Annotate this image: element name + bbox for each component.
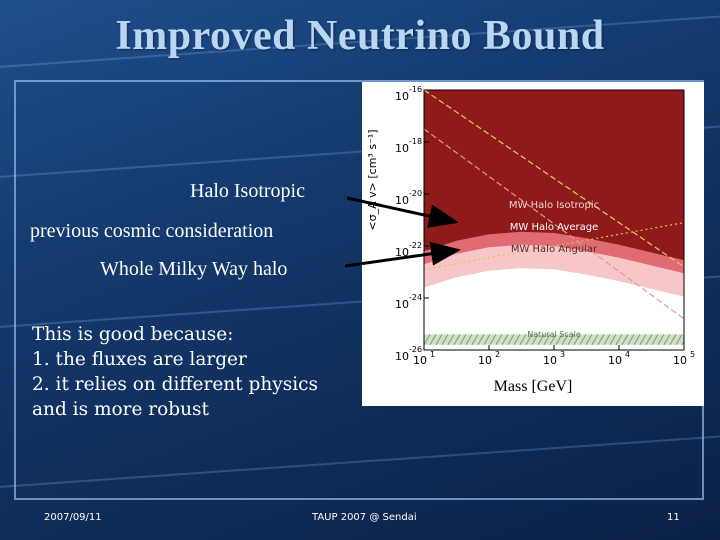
hatch-line <box>489 334 497 346</box>
hatch-line <box>471 334 479 346</box>
hatch-line <box>513 334 521 346</box>
hatch-line <box>645 334 653 346</box>
hatch-line <box>555 334 563 346</box>
y-tick-exponent: -20 <box>409 189 422 198</box>
footer-date: 2007/09/11 <box>44 512 102 523</box>
label-previous-cosmic: previous cosmic consideration <box>30 220 274 242</box>
y-axis-label: <σ_A v> [cm³ s⁻¹] <box>366 129 379 230</box>
hatch-line <box>441 334 449 346</box>
hatch-line <box>537 334 545 346</box>
dotted-line <box>424 222 684 270</box>
hatch-line <box>573 334 581 346</box>
hatch-line <box>615 334 623 346</box>
hatch-line <box>681 340 684 346</box>
y-tick-label: 10 <box>395 90 409 103</box>
dashed-line <box>424 90 684 268</box>
hatch-line <box>579 334 587 346</box>
hatch-line <box>483 334 491 346</box>
hatch-line <box>609 334 617 346</box>
hatch-line <box>561 334 569 346</box>
hatch-line <box>465 334 473 346</box>
x-tick-exponent: 5 <box>690 350 695 359</box>
hatch-line <box>549 334 557 346</box>
y-tick-label: 10 <box>395 298 409 311</box>
hatch-line <box>597 334 605 346</box>
y-tick-exponent: -16 <box>409 85 422 94</box>
y-tick-exponent: -26 <box>409 345 422 354</box>
region-label: MW Halo Average <box>510 222 598 233</box>
hatch-line <box>459 334 467 346</box>
y-tick-label: 10 <box>395 142 409 155</box>
y-tick-label: 10 <box>395 194 409 207</box>
hatch-line <box>543 334 551 346</box>
hatch-line <box>627 334 635 346</box>
x-tick-exponent: 4 <box>625 350 630 359</box>
x-tick-exponent: 2 <box>495 350 500 359</box>
hatch-line <box>657 334 665 346</box>
label-halo-isotropic: Halo Isotropic <box>190 180 305 202</box>
x-tick-exponent: 3 <box>560 350 565 359</box>
hatch-line <box>519 334 527 346</box>
x-tick-label: 10 <box>478 354 492 367</box>
body-line: 2. it relies on different physics <box>32 374 318 395</box>
hatch-line <box>424 334 431 346</box>
hatch-line <box>567 334 575 346</box>
hatch-line <box>603 334 611 346</box>
body-line: and is more robust <box>32 399 209 420</box>
hatch-line <box>669 334 677 346</box>
plot-panel: 10 1 10 2 10 3 10 4 10 5 10 -16 10 -18 10 -20 10 -22 10 -24… <box>362 82 704 406</box>
hatch-line <box>525 334 533 346</box>
natural-scale-band <box>424 334 684 345</box>
region-label: MW Halo Angular <box>511 244 598 255</box>
x-tick-label: 10 <box>543 354 557 367</box>
y-tick-exponent: -22 <box>409 241 422 250</box>
hatch-line <box>477 334 485 346</box>
label-whole-milky-way: Whole Milky Way halo <box>100 258 288 280</box>
hatch-line <box>621 334 629 346</box>
hatch-line <box>495 334 503 346</box>
hatch-line <box>429 334 437 346</box>
x-tick-label: 10 <box>673 354 687 367</box>
hatch-line <box>651 334 659 346</box>
x-tick-exponent: 1 <box>430 350 435 359</box>
y-tick-label: 10 <box>395 350 409 363</box>
annihilation-bound-chart: 10 1 10 2 10 3 10 4 10 510-1610-1810-2010-2210-24… <box>366 85 695 367</box>
x-tick-label: 10 <box>608 354 622 367</box>
region-label: MW Halo Isotropic <box>509 200 599 211</box>
y-tick-label: 10 <box>395 246 409 259</box>
footer-conference: TAUP 2007 @ Sendai <box>312 512 417 523</box>
hatch-line <box>507 334 515 346</box>
hatch-line <box>639 334 647 346</box>
body-text: This is good because: 1. the fluxes are … <box>32 322 318 422</box>
y-tick-exponent: -18 <box>409 137 422 146</box>
hatch-line <box>591 334 599 346</box>
body-line: 1. the fluxes are larger <box>32 349 247 370</box>
hatch-line <box>675 334 683 346</box>
y-tick-exponent: -24 <box>409 293 422 302</box>
hatch-line <box>531 334 539 346</box>
hatch-line <box>435 334 443 346</box>
body-line: This is good because: <box>32 324 234 345</box>
hatch-line <box>453 334 461 346</box>
region-label: Natural Scale <box>527 330 581 339</box>
x-axis-label: Mass [GeV] <box>493 378 573 395</box>
x-tick-label: 10 <box>413 354 427 367</box>
footer-page-number: 11 <box>667 512 680 523</box>
slide-title: Improved Neutrino Bound <box>115 13 605 59</box>
hatch-line <box>633 334 641 346</box>
hatch-line <box>663 334 671 346</box>
hatch-line <box>447 334 455 346</box>
hatch-line <box>501 334 509 346</box>
region-isotropic <box>424 90 684 261</box>
hatch-line <box>585 334 593 346</box>
